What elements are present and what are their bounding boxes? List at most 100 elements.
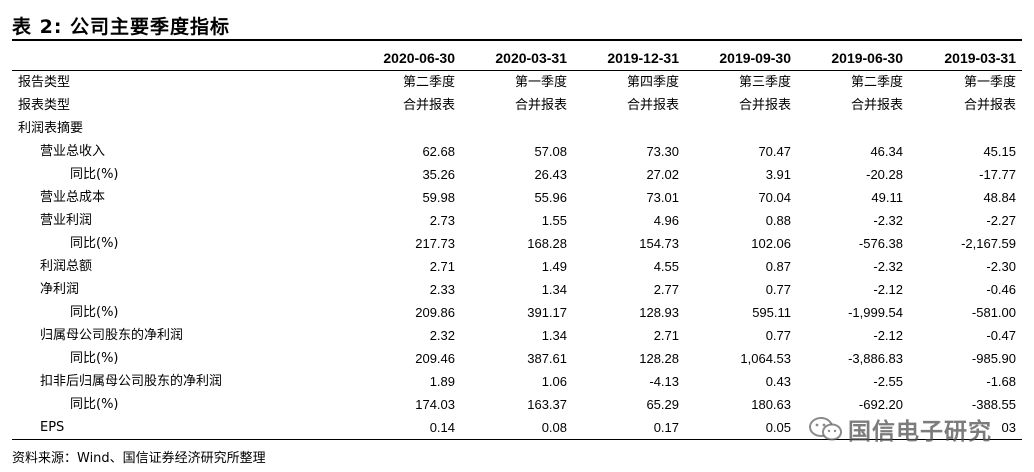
table-row: EPS 0.14 0.08 0.17 0.05 03 <box>12 416 1022 440</box>
table-cell: 49.11 <box>871 190 903 205</box>
watermark: 国信电子研究 <box>808 412 1008 446</box>
table-cell: 65.29 <box>646 397 679 412</box>
table-row: 同比(%) 209.46 387.61 128.28 1,064.53 -3,8… <box>12 347 1022 370</box>
row-label: 营业总收入 <box>40 144 106 159</box>
row-label: 营业总成本 <box>40 190 106 205</box>
table-cell: 2.77 <box>653 282 679 297</box>
table-cell: -0.46 <box>986 282 1016 297</box>
header-row: 2020-06-30 2020-03-31 2019-12-31 2019-09… <box>12 46 1022 71</box>
table-cell: 0.87 <box>765 259 791 274</box>
table-cell: 154.73 <box>639 236 679 251</box>
table-cell: -2.32 <box>873 213 903 228</box>
table-cell: -2.27 <box>986 213 1016 228</box>
table-cell: 57.08 <box>534 144 567 159</box>
table-cell: 168.28 <box>527 236 567 251</box>
table-cell: 73.30 <box>646 144 679 159</box>
table-row: 同比(%) 35.26 26.43 27.02 3.91 -20.28 -17.… <box>12 163 1022 186</box>
table-row: 同比(%) 174.03 163.37 65.29 180.63 -692.20… <box>12 393 1022 416</box>
table-row: 报表类型 合并报表 合并报表 合并报表 合并报表 合并报表 合并报表 <box>12 94 1022 117</box>
table-cell: 46.34 <box>870 144 903 159</box>
table-cell: -2.55 <box>873 374 903 389</box>
table-row: 报告类型 第二季度 第一季度 第四季度 第三季度 第二季度 第一季度 <box>12 71 1022 95</box>
table-cell: -2.32 <box>873 259 903 274</box>
row-label: 同比(%) <box>70 236 119 251</box>
table-cell: -2,167.59 <box>961 236 1016 251</box>
table-cell: 55.96 <box>534 190 567 205</box>
table-cell: 1.49 <box>541 259 567 274</box>
table-cell: -985.90 <box>971 351 1016 366</box>
table-cell: 70.47 <box>758 144 791 159</box>
table-cell: 70.04 <box>758 190 791 205</box>
row-label: 同比(%) <box>70 397 119 412</box>
table-cell: 合并报表 <box>402 98 455 113</box>
table-cell: 26.43 <box>534 167 567 182</box>
table-cell: 0.43 <box>765 374 791 389</box>
top-rule <box>12 39 1022 41</box>
table-cell: 2.71 <box>653 328 679 343</box>
table-cell: 4.55 <box>653 259 679 274</box>
row-label: 归属母公司股东的净利润 <box>40 328 184 343</box>
table-cell: 163.37 <box>527 397 567 412</box>
row-label: 报表类型 <box>18 98 71 113</box>
table-row: 营业总成本 59.98 55.96 73.01 70.04 49.11 48.8… <box>12 186 1022 209</box>
table-cell: 1.34 <box>541 328 567 343</box>
table-cell: -2.30 <box>986 259 1016 274</box>
table-cell: 2.71 <box>429 259 455 274</box>
column-header <box>12 46 347 71</box>
column-header: 2020-03-31 <box>461 46 573 71</box>
table-cell: 48.84 <box>983 190 1016 205</box>
table-cell: 27.02 <box>646 167 679 182</box>
table-cell: 1.89 <box>429 374 455 389</box>
column-header: 2020-06-30 <box>347 46 461 71</box>
table-cell: 595.11 <box>752 305 791 320</box>
table-cell: -2.12 <box>873 328 903 343</box>
table-cell <box>797 117 909 140</box>
table-row: 营业利润 2.73 1.55 4.96 0.88 -2.32 -2.27 <box>12 209 1022 232</box>
table-cell: -692.20 <box>858 397 903 412</box>
table-cell: 第一季度 <box>514 75 567 90</box>
table-cell: 59.98 <box>422 190 455 205</box>
table-cell: -1.68 <box>986 374 1016 389</box>
table-row: 净利润 2.33 1.34 2.77 0.77 -2.12 -0.46 <box>12 278 1022 301</box>
table-cell: 合并报表 <box>850 98 903 113</box>
table-cell: 174.03 <box>415 397 455 412</box>
table-cell: 4.96 <box>653 213 679 228</box>
table-cell <box>909 117 1022 140</box>
table-cell: 2.32 <box>429 328 455 343</box>
table-cell: 217.73 <box>415 236 455 251</box>
column-header: 2019-03-31 <box>909 46 1022 71</box>
table-cell: 第二季度 <box>402 75 455 90</box>
table-cell <box>685 117 797 140</box>
financial-table: 2020-06-30 2020-03-31 2019-12-31 2019-09… <box>12 46 1022 440</box>
source-note: 资料来源：Wind、国信证券经济研究所整理 <box>12 451 266 466</box>
table-cell: -581.00 <box>971 305 1016 320</box>
table-row: 营业总收入 62.68 57.08 73.30 70.47 46.34 45.1… <box>12 140 1022 163</box>
table-cell: 0.88 <box>765 213 791 228</box>
row-label: 报告类型 <box>18 75 71 90</box>
table-cell: 合并报表 <box>738 98 791 113</box>
table-cell: 45.15 <box>983 144 1016 159</box>
table-cell: 0.14 <box>347 416 461 440</box>
table-cell: 03 <box>909 416 1022 440</box>
row-label: 利润表摘要 <box>18 121 84 136</box>
column-header: 2019-09-30 <box>685 46 797 71</box>
table-cell: 合并报表 <box>514 98 567 113</box>
table-cell: 209.46 <box>415 351 455 366</box>
table-cell: 128.93 <box>639 305 679 320</box>
table-row: 利润总额 2.71 1.49 4.55 0.87 -2.32 -2.30 <box>12 255 1022 278</box>
table-cell <box>573 117 685 140</box>
table-cell: 73.01 <box>646 190 679 205</box>
table-cell: 128.28 <box>639 351 679 366</box>
table-title: 表 2: 公司主要季度指标 <box>12 16 231 38</box>
wechat-icon <box>809 417 842 441</box>
table-cell: 62.68 <box>422 144 455 159</box>
table-cell: 第四季度 <box>626 75 679 90</box>
row-label: 同比(%) <box>70 305 119 320</box>
column-header: 2019-12-31 <box>573 46 685 71</box>
table-cell: 第二季度 <box>850 75 903 90</box>
table-row: 扣非后归属母公司股东的净利润 1.89 1.06 -4.13 0.43 -2.5… <box>12 370 1022 393</box>
row-label: 同比(%) <box>70 167 119 182</box>
table-cell: 0.77 <box>765 328 791 343</box>
table-cell: 391.17 <box>527 305 567 320</box>
table-cell: 合并报表 <box>626 98 679 113</box>
